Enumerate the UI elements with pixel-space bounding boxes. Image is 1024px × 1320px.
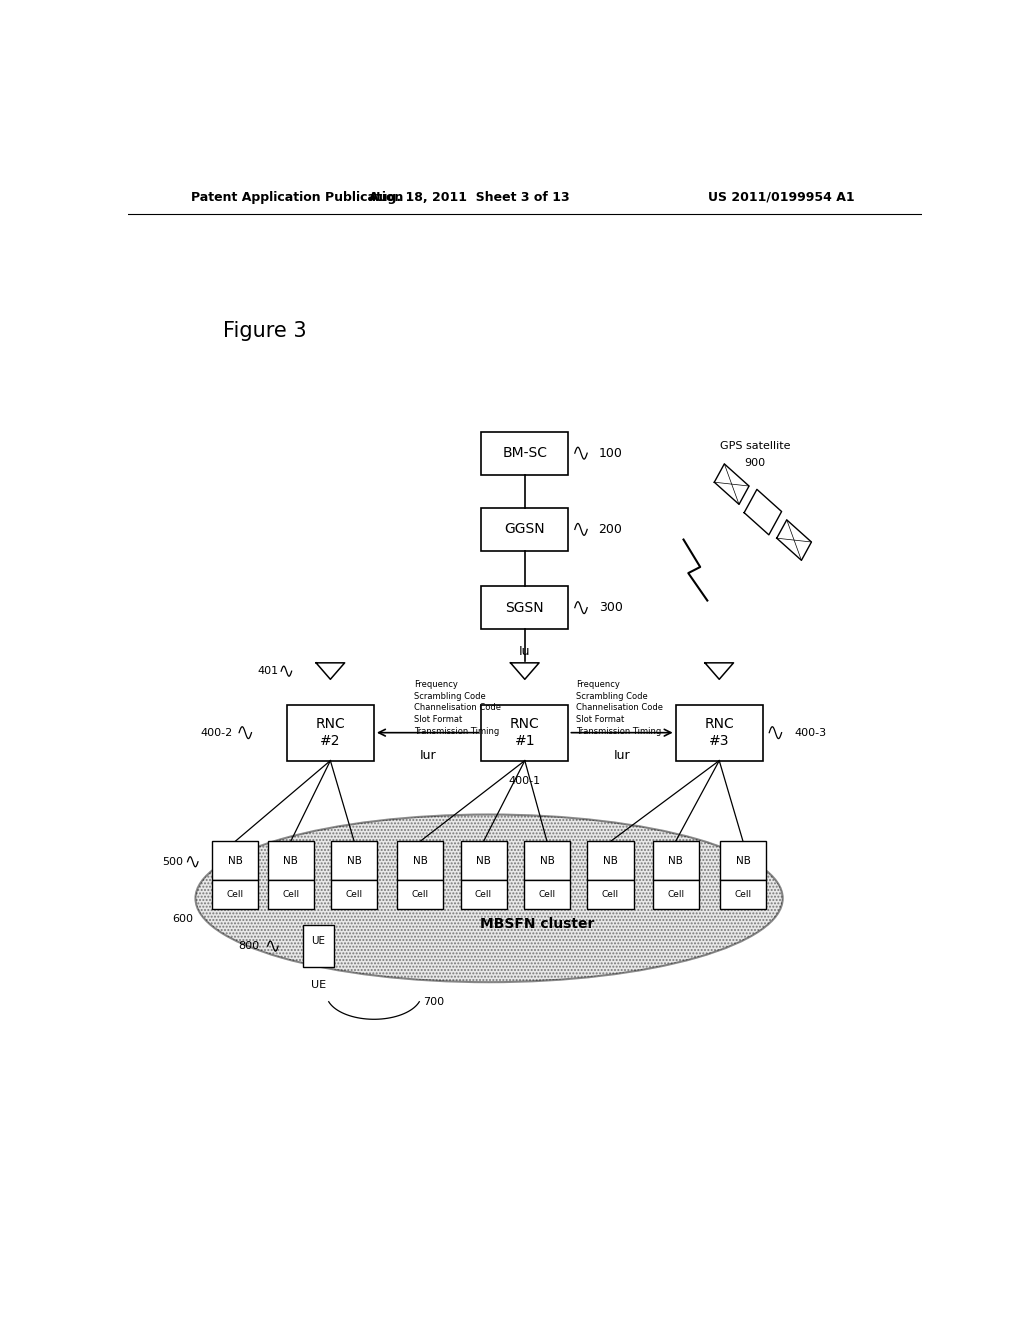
Text: 300: 300: [599, 601, 623, 614]
Bar: [720, 841, 766, 880]
Text: 500: 500: [162, 857, 182, 867]
Bar: [461, 841, 507, 880]
Bar: [588, 841, 634, 880]
Text: Frequency
Scrambling Code
Channelisation Code
Slot Format
Transmission Timing: Frequency Scrambling Code Channelisation…: [577, 680, 664, 737]
Text: 700: 700: [423, 997, 444, 1007]
Bar: [461, 880, 507, 908]
Text: Frequency
Scrambling Code
Channelisation Code
Slot Format
Transmission Timing: Frequency Scrambling Code Channelisation…: [414, 680, 501, 737]
Text: Cell: Cell: [283, 890, 299, 899]
Text: Cell: Cell: [226, 890, 244, 899]
Polygon shape: [715, 463, 749, 504]
Text: US 2011/0199954 A1: US 2011/0199954 A1: [708, 190, 854, 203]
Text: SGSN: SGSN: [506, 601, 544, 615]
Bar: [267, 880, 313, 908]
Text: NB: NB: [476, 855, 490, 866]
Bar: [481, 508, 568, 550]
Bar: [481, 586, 568, 630]
Text: Iur: Iur: [419, 748, 436, 762]
Text: NB: NB: [227, 855, 243, 866]
Text: 200: 200: [599, 523, 623, 536]
Text: 900: 900: [744, 458, 766, 469]
Bar: [397, 841, 443, 880]
Bar: [588, 880, 634, 908]
Bar: [676, 705, 763, 760]
Text: 600: 600: [172, 913, 194, 924]
Text: Cell: Cell: [734, 890, 752, 899]
Bar: [720, 880, 766, 908]
Bar: [331, 841, 377, 880]
Text: Iu: Iu: [519, 645, 530, 657]
Text: Aug. 18, 2011  Sheet 3 of 13: Aug. 18, 2011 Sheet 3 of 13: [369, 190, 569, 203]
Bar: [481, 432, 568, 474]
Text: Cell: Cell: [539, 890, 556, 899]
Text: 401: 401: [258, 667, 279, 676]
Text: RNC
#2: RNC #2: [315, 717, 345, 748]
Text: Cell: Cell: [346, 890, 362, 899]
Text: 400-1: 400-1: [509, 776, 541, 785]
Bar: [267, 841, 313, 880]
Text: Cell: Cell: [602, 890, 620, 899]
Bar: [397, 880, 443, 908]
Text: GGSN: GGSN: [505, 523, 545, 536]
Text: RNC
#3: RNC #3: [705, 717, 734, 748]
Text: NB: NB: [735, 855, 751, 866]
Polygon shape: [777, 520, 811, 560]
Bar: [524, 841, 570, 880]
Bar: [212, 841, 258, 880]
Text: 400-3: 400-3: [795, 727, 826, 738]
Text: Iur: Iur: [613, 748, 631, 762]
Text: NB: NB: [540, 855, 554, 866]
Text: UE: UE: [311, 979, 326, 990]
Bar: [303, 925, 334, 968]
Bar: [212, 880, 258, 908]
Text: Figure 3: Figure 3: [223, 321, 307, 341]
Text: RNC
#1: RNC #1: [510, 717, 540, 748]
Text: Cell: Cell: [667, 890, 684, 899]
Text: Cell: Cell: [475, 890, 493, 899]
Text: GPS satellite: GPS satellite: [720, 441, 791, 451]
Bar: [481, 705, 568, 760]
Text: NB: NB: [284, 855, 298, 866]
Text: UE: UE: [311, 936, 326, 946]
Text: BM-SC: BM-SC: [503, 446, 547, 461]
Text: NB: NB: [347, 855, 361, 866]
Bar: [524, 880, 570, 908]
Bar: [331, 880, 377, 908]
Text: Patent Application Publication: Patent Application Publication: [191, 190, 403, 203]
Text: NB: NB: [668, 855, 683, 866]
Bar: [652, 880, 698, 908]
Bar: [652, 841, 698, 880]
Text: NB: NB: [413, 855, 427, 866]
Text: 800: 800: [239, 941, 260, 952]
Text: MBSFN cluster: MBSFN cluster: [479, 917, 594, 931]
Text: NB: NB: [603, 855, 617, 866]
Ellipse shape: [196, 814, 782, 982]
Polygon shape: [744, 490, 781, 535]
Text: 400-2: 400-2: [201, 727, 232, 738]
Text: 100: 100: [599, 446, 623, 459]
Text: Cell: Cell: [412, 890, 429, 899]
Bar: [287, 705, 374, 760]
